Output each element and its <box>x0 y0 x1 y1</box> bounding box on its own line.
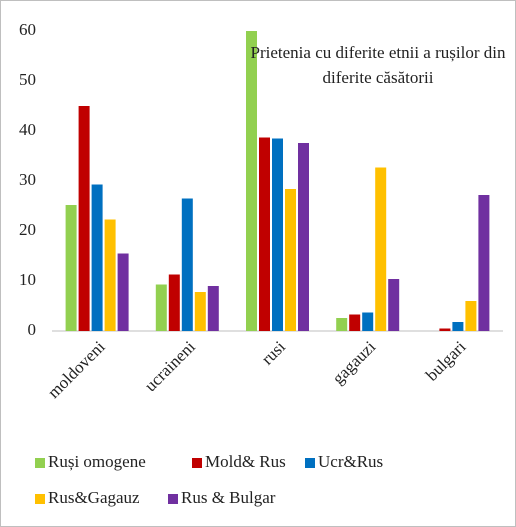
legend-label: Ruși omogene <box>48 452 146 471</box>
x-tick-label: moldoveni <box>44 337 109 402</box>
bar <box>388 279 400 331</box>
bar <box>285 189 296 331</box>
legend-label: Rus & Bulgar <box>181 488 276 507</box>
legend-swatch <box>305 458 315 468</box>
legend-label: Ucr&Rus <box>318 452 383 471</box>
y-tick-label: 50 <box>19 70 36 89</box>
y-tick-label: 0 <box>28 320 37 339</box>
bar <box>194 292 206 331</box>
bar <box>375 167 387 331</box>
bar <box>181 198 193 331</box>
y-tick-label: 20 <box>19 220 36 239</box>
legend-label: Rus&Gagauz <box>48 488 140 507</box>
bar <box>465 301 477 331</box>
legend-swatch <box>168 494 178 504</box>
bar <box>104 219 116 331</box>
bar <box>272 138 283 331</box>
bar <box>362 312 374 331</box>
y-tick-label: 30 <box>19 170 36 189</box>
bar <box>336 318 348 331</box>
bar <box>259 137 270 331</box>
bar <box>478 195 490 331</box>
bar <box>439 328 451 331</box>
bar <box>207 286 219 331</box>
bar <box>168 274 180 331</box>
bar <box>246 31 257 331</box>
legend-swatch <box>35 458 45 468</box>
bar <box>117 253 129 331</box>
bar <box>78 106 90 331</box>
legend-swatch <box>192 458 202 468</box>
x-tick-label: gagauzi <box>328 337 379 388</box>
bar <box>452 322 464 331</box>
legend-label: Mold& Rus <box>205 452 286 471</box>
bar <box>91 184 103 331</box>
y-tick-label: 10 <box>19 270 36 289</box>
x-tick-label: rusi <box>258 337 290 369</box>
bar <box>65 205 77 331</box>
bar <box>298 143 309 331</box>
y-tick-label: 40 <box>19 120 36 139</box>
bar <box>349 314 361 331</box>
legend-swatch <box>35 494 45 504</box>
x-tick-label: ucraineni <box>141 337 199 395</box>
chart-title: Prietenia cu diferite etnii a rușilor di… <box>250 43 506 87</box>
y-tick-label: 60 <box>19 20 36 39</box>
bar <box>155 284 167 331</box>
x-tick-label: bulgari <box>422 337 470 385</box>
